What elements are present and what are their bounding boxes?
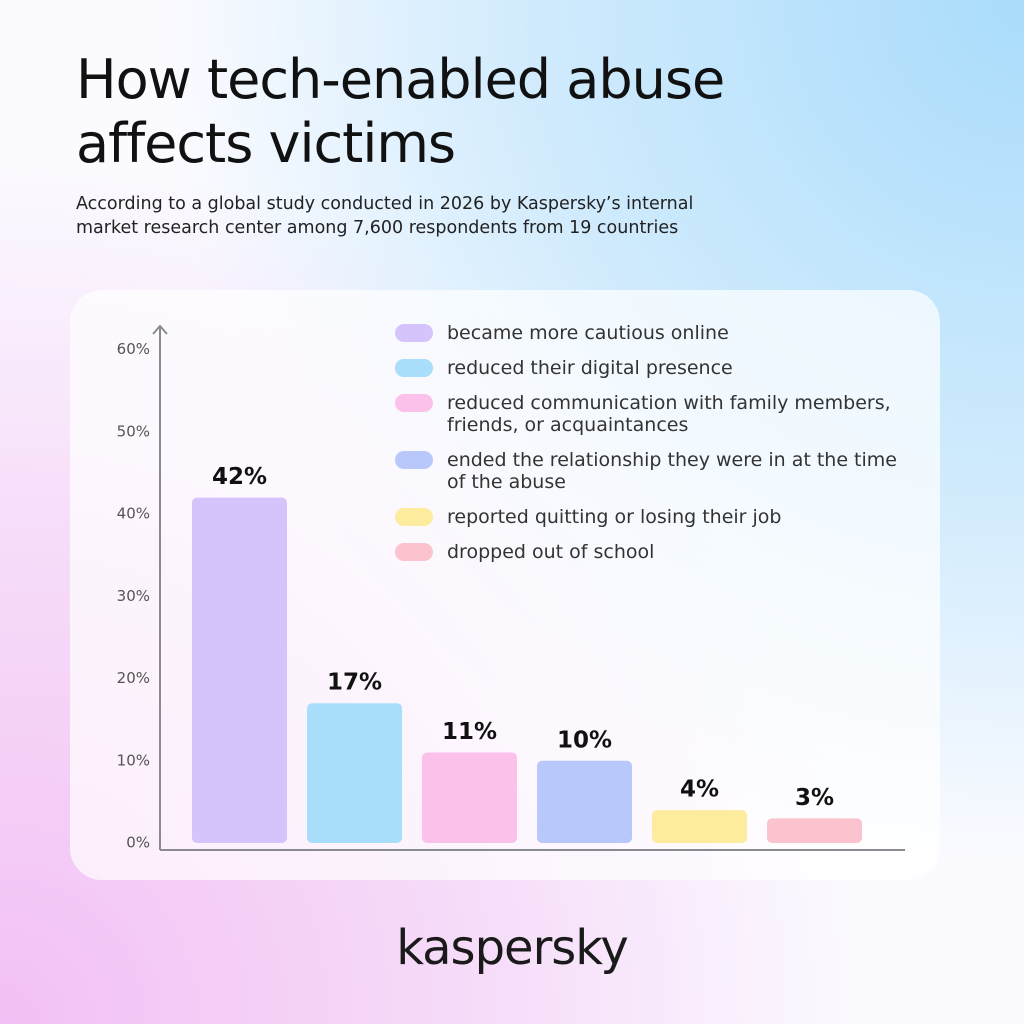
legend-item: ended the relationship they were in at t… [395,449,915,493]
y-tick-label: 10% [117,751,150,769]
y-tick-label: 50% [117,422,150,440]
value-label: 10% [557,727,612,753]
y-tick-label: 40% [117,505,150,523]
legend: became more cautious online reduced their… [395,322,915,563]
y-tick-label: 60% [117,340,150,358]
bar [652,810,747,843]
legend-label: dropped out of school [447,541,655,563]
title: How tech-enabled abuse affects victims [76,48,725,175]
legend-item: reported quitting or losing their job [395,506,915,528]
legend-label: reduced their digital presence [447,357,733,379]
value-label: 11% [442,719,497,745]
brand-logo: kaspersky [396,920,629,976]
legend-label: ended the relationship they were in at t… [447,449,897,493]
value-label: 17% [327,670,382,696]
bar [422,752,517,843]
subtitle: According to a global study conducted in… [76,194,694,238]
legend-swatch [395,543,433,561]
legend-label: became more cautious online [447,322,729,344]
y-tick-label: 20% [117,669,150,687]
legend-item: reduced communication with family member… [395,392,915,436]
y-tick-label: 0% [126,834,150,852]
legend-item: reduced their digital presence [395,357,915,379]
legend-label: reported quitting or losing their job [447,506,782,528]
bar [537,760,632,843]
bar [192,497,287,843]
legend-label: reduced communication with family member… [447,392,891,436]
legend-item: became more cautious online [395,322,915,344]
y-tick-label: 30% [117,587,150,605]
bar [767,818,862,843]
value-label: 3% [795,785,834,811]
legend-swatch [395,394,433,412]
value-label: 4% [680,777,719,803]
legend-swatch [395,359,433,377]
bar [307,703,402,843]
legend-swatch [395,508,433,526]
legend-item: dropped out of school [395,541,915,563]
value-label: 42% [212,464,267,490]
legend-swatch [395,324,433,342]
legend-swatch [395,451,433,469]
axis-arrow [152,324,168,335]
